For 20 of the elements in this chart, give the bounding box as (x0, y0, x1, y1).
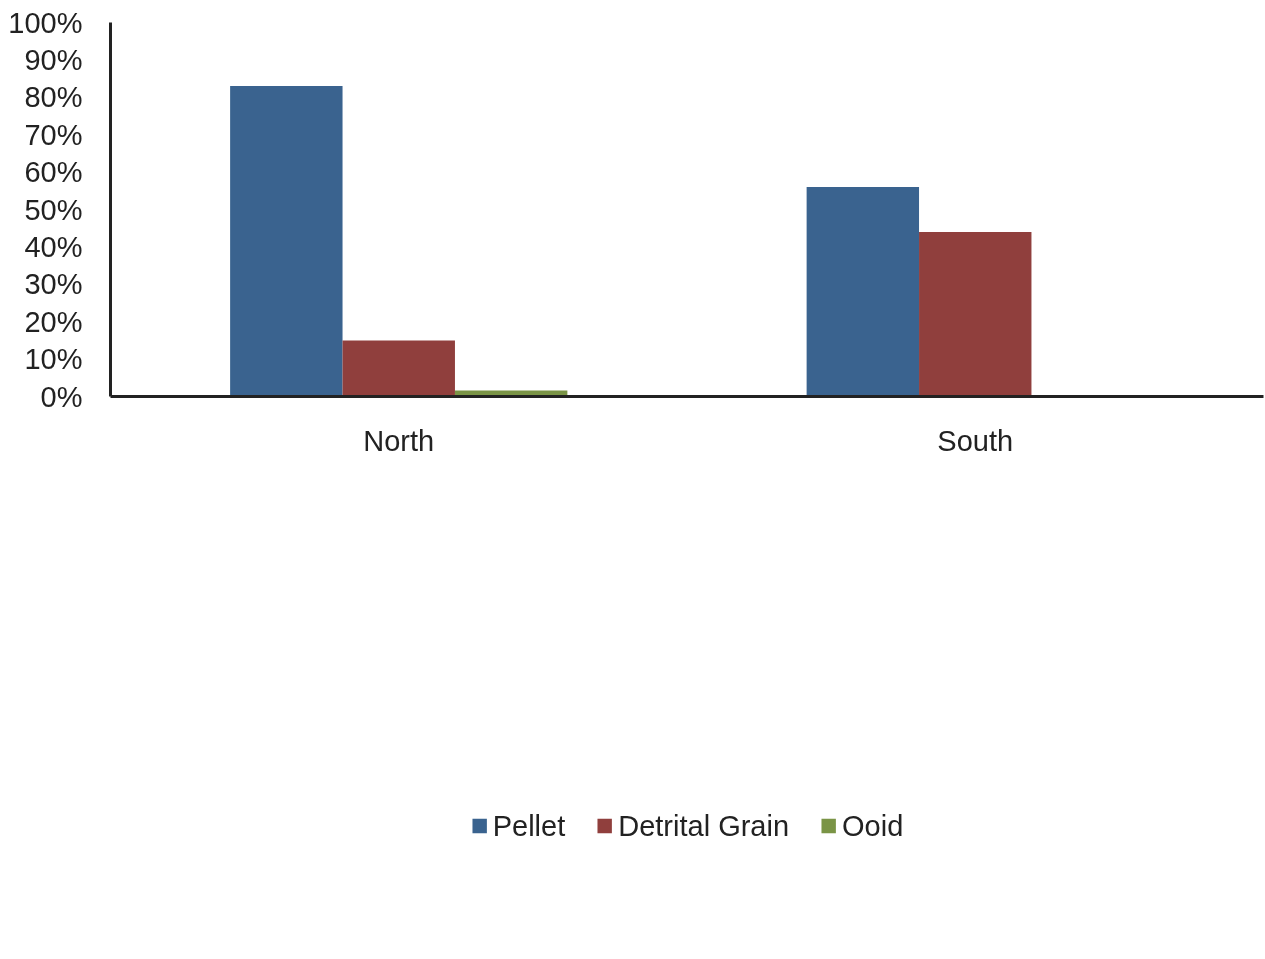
legend-label: Pellet (492, 809, 566, 843)
bar (342, 340, 455, 397)
x-tick-label: North (363, 424, 435, 457)
x-tick-label: South (937, 424, 1014, 457)
y-tick-label: 0% (40, 380, 83, 413)
legend-label: Detrital Grain (618, 809, 790, 843)
y-tick-label: 40% (24, 230, 83, 263)
bar (919, 231, 1032, 397)
y-tick-label: 70% (24, 118, 83, 151)
y-tick-label: 80% (24, 81, 83, 114)
y-tick-label: 50% (24, 193, 83, 226)
legend-label: Ooid (842, 809, 904, 843)
y-tick-label: 100% (8, 6, 83, 39)
y-tick-label: 20% (24, 305, 83, 338)
y-tick-label: 60% (24, 156, 83, 189)
bar (806, 187, 920, 397)
y-tick-label: 10% (24, 343, 83, 376)
y-tick-label: 90% (24, 43, 83, 76)
bar (230, 86, 343, 397)
y-tick-label: 30% (24, 268, 83, 301)
